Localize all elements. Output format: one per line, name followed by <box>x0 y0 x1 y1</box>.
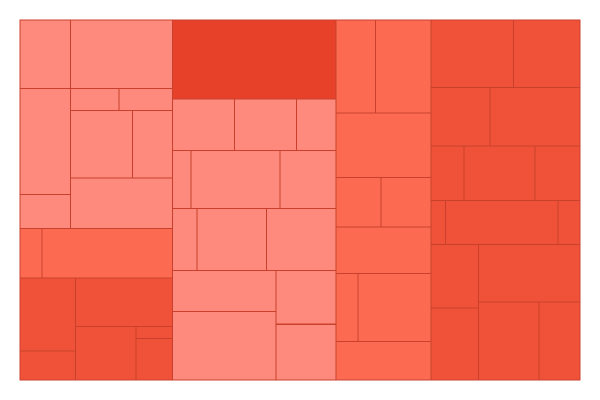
treemap-cell-30 <box>275 323 337 381</box>
treemap-cells <box>19 19 581 381</box>
treemap-cell-14 <box>75 326 137 381</box>
treemap-cell-26 <box>265 208 337 271</box>
treemap-cell-27 <box>171 269 277 313</box>
treemap-cell-37 <box>335 273 359 342</box>
treemap-cell-51 <box>430 307 479 381</box>
treemap-cell-0 <box>19 19 71 89</box>
treemap-cell-41 <box>512 19 581 89</box>
treemap-cell-28 <box>171 311 277 381</box>
treemap-cell-20 <box>296 98 337 152</box>
treemap-cell-21 <box>171 150 192 210</box>
treemap-cell-8 <box>70 177 173 230</box>
treemap-cell-10 <box>41 228 173 279</box>
treemap-cell-16 <box>135 338 173 381</box>
treemap-cell-2 <box>19 87 72 196</box>
treemap-cell-46 <box>534 145 581 202</box>
treemap-cell-18 <box>171 98 236 152</box>
treemap-cell-39 <box>335 341 432 381</box>
treemap-cell-48 <box>445 200 559 246</box>
treemap-cell-6 <box>70 109 134 179</box>
treemap-cell-35 <box>380 176 432 228</box>
treemap-cell-9 <box>19 228 43 279</box>
treemap-cell-43 <box>489 87 581 147</box>
treemap-border <box>19 19 581 381</box>
treemap-cell-54 <box>538 301 581 381</box>
treemap-cell-42 <box>430 87 491 147</box>
treemap-cell-40 <box>430 19 514 89</box>
treemap-cell-7 <box>132 109 173 179</box>
treemap-cell-49 <box>557 200 581 246</box>
treemap-cell-1 <box>69 19 173 89</box>
treemap-cell-52 <box>477 244 581 303</box>
treemap-cell-13 <box>75 277 173 328</box>
treemap-cell-4 <box>70 87 120 111</box>
treemap-cell-23 <box>279 150 337 210</box>
treemap-cell-15 <box>135 326 173 340</box>
treemap-cell-45 <box>463 145 536 202</box>
treemap-cell-47 <box>430 200 446 246</box>
treemap-cell-29 <box>275 269 337 325</box>
treemap-cell-17 <box>171 19 337 100</box>
treemap-cell-44 <box>430 145 465 202</box>
treemap-cell-3 <box>19 194 72 230</box>
treemap-cell-33 <box>335 112 432 178</box>
treemap-cell-19 <box>234 98 298 152</box>
treemap-cell-38 <box>357 273 432 342</box>
treemap-cell-24 <box>171 208 198 271</box>
treemap-cell-5 <box>118 87 173 111</box>
treemap-cell-36 <box>335 226 432 275</box>
treemap-cell-31 <box>335 19 376 114</box>
treemap-cell-12 <box>19 350 77 381</box>
treemap-cell-11 <box>19 277 77 352</box>
treemap-cell-22 <box>190 150 281 210</box>
treemap-cell-25 <box>196 208 267 271</box>
treemap-cell-53 <box>477 301 540 381</box>
treemap-cell-50 <box>430 244 479 309</box>
treemap-cell-32 <box>374 19 432 114</box>
treemap-cell-34 <box>335 176 382 228</box>
